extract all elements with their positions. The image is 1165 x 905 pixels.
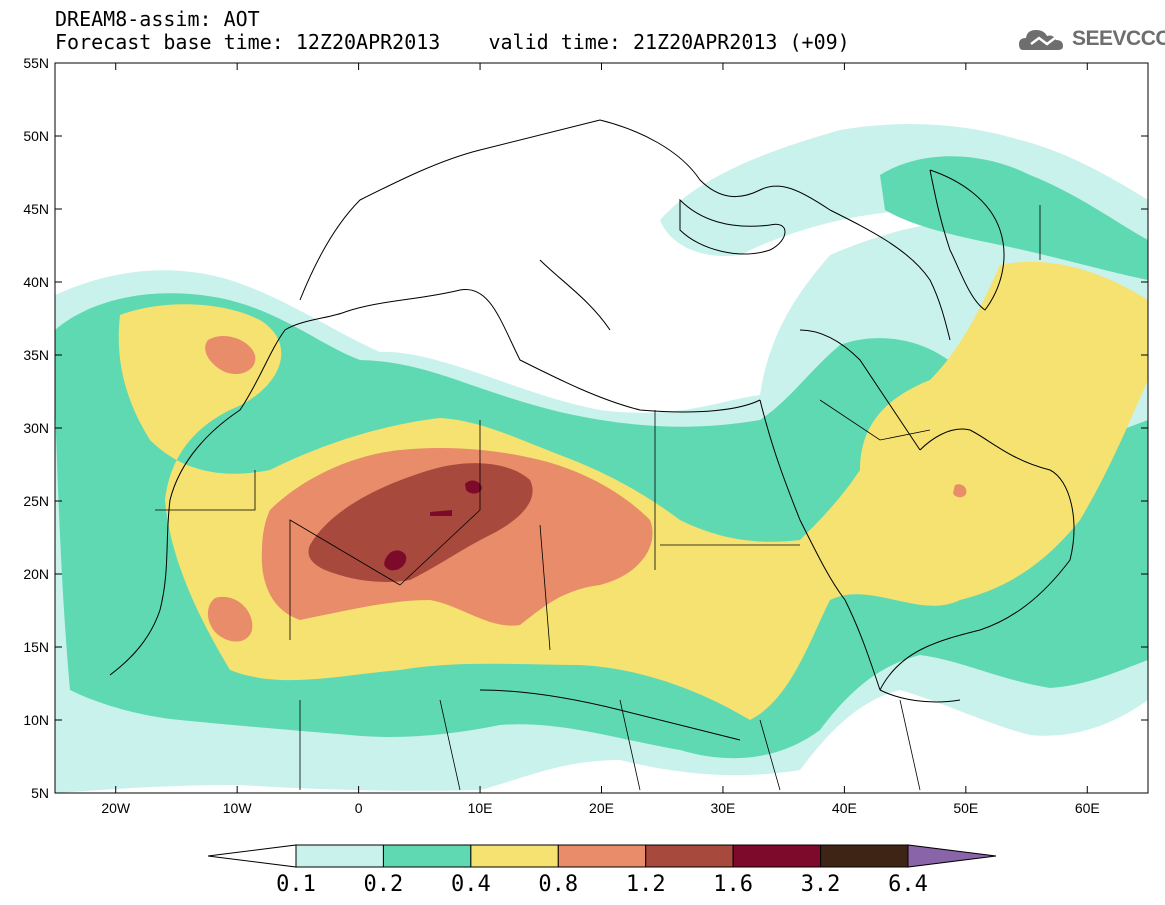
lat-tick-label: 20N (23, 566, 49, 582)
colorbar-swatch (295, 844, 384, 868)
lon-tick-label: 20E (589, 800, 614, 816)
aot-band-0.8-atlas (205, 335, 256, 375)
lat-tick-label: 50N (23, 128, 49, 144)
lat-tick-label: 10N (23, 712, 49, 728)
colorbar-swatch (645, 844, 734, 868)
country-borders (155, 205, 1041, 791)
colorbar-swatch (557, 844, 647, 868)
colorbar-swatch (470, 844, 559, 868)
aot-band-0.8-arabia (953, 484, 967, 498)
lat-tick-label: 35N (23, 347, 49, 363)
lat-tick-label: 5N (31, 785, 49, 801)
lon-tick-label: 20W (101, 800, 131, 816)
cloud-icon (1019, 30, 1063, 50)
lat-tick-label: 55N (23, 55, 49, 71)
colorbar: 0.1 0.2 0.4 0.8 1.2 1.6 3.2 6.4 (207, 844, 997, 897)
colorbar-swatch (820, 844, 909, 868)
aot-band-0.8-west (207, 596, 253, 642)
lon-tick-label: 60E (1075, 800, 1100, 816)
colorbar-label: 1.2 (626, 872, 666, 897)
logo-text: SEEVCCC (1072, 27, 1165, 50)
colorbar-label: 0.1 (276, 872, 316, 897)
colorbar-label: 3.2 (801, 872, 841, 897)
colorbar-high-arrow (907, 844, 997, 868)
lon-tick-label: 40E (832, 800, 857, 816)
colorbar-label: 0.4 (451, 872, 491, 897)
aot-band-1.6-c (430, 510, 452, 516)
longitude-axis: 20W 10W 0 10E 20E 30E 40E 50E 60E (101, 63, 1100, 816)
colorbar-label: 1.6 (713, 872, 753, 897)
latitude-axis: 55N 50N 45N 40N 35N 30N 25N 20N 15N 10N 5N (23, 55, 1148, 801)
aot-band-1.6-b (465, 480, 482, 494)
lon-tick-label: 10W (223, 800, 253, 816)
colorbar-swatch (732, 844, 822, 868)
lon-tick-label: 50E (953, 800, 978, 816)
coastlines (109, 119, 1075, 741)
lon-tick-label: 10E (468, 800, 493, 816)
colorbar-label: 0.8 (538, 872, 578, 897)
colorbar-swatch (382, 844, 472, 868)
lat-tick-label: 45N (23, 201, 49, 217)
map-title: DREAM8-assim: AOT (55, 7, 260, 31)
colorbar-low-arrow (207, 844, 297, 868)
lat-tick-label: 30N (23, 420, 49, 436)
lon-tick-label: 30E (710, 800, 735, 816)
lat-tick-label: 40N (23, 274, 49, 290)
aot-band-0.2-caspian (880, 156, 1148, 280)
colorbar-label: 0.2 (364, 872, 404, 897)
aot-band-1.6-a (384, 550, 407, 571)
map-subtitle: Forecast base time: 12Z20APR2013 valid t… (55, 30, 850, 54)
aot-contours (55, 63, 1148, 793)
lon-tick-label: 0 (355, 800, 363, 816)
lat-tick-label: 15N (23, 639, 49, 655)
aot-band-0.4 (118, 261, 1148, 720)
lat-tick-label: 25N (23, 493, 49, 509)
colorbar-label: 6.4 (888, 872, 928, 897)
